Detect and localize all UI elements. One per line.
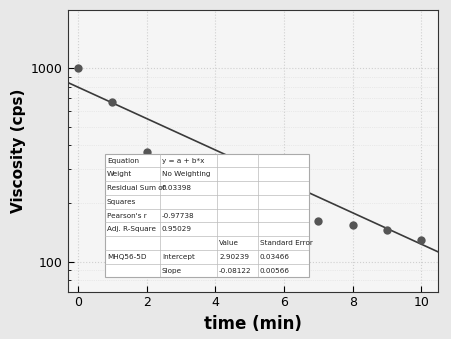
Y-axis label: Viscosity (cps): Viscosity (cps)	[10, 89, 25, 213]
X-axis label: time (min): time (min)	[204, 315, 301, 333]
